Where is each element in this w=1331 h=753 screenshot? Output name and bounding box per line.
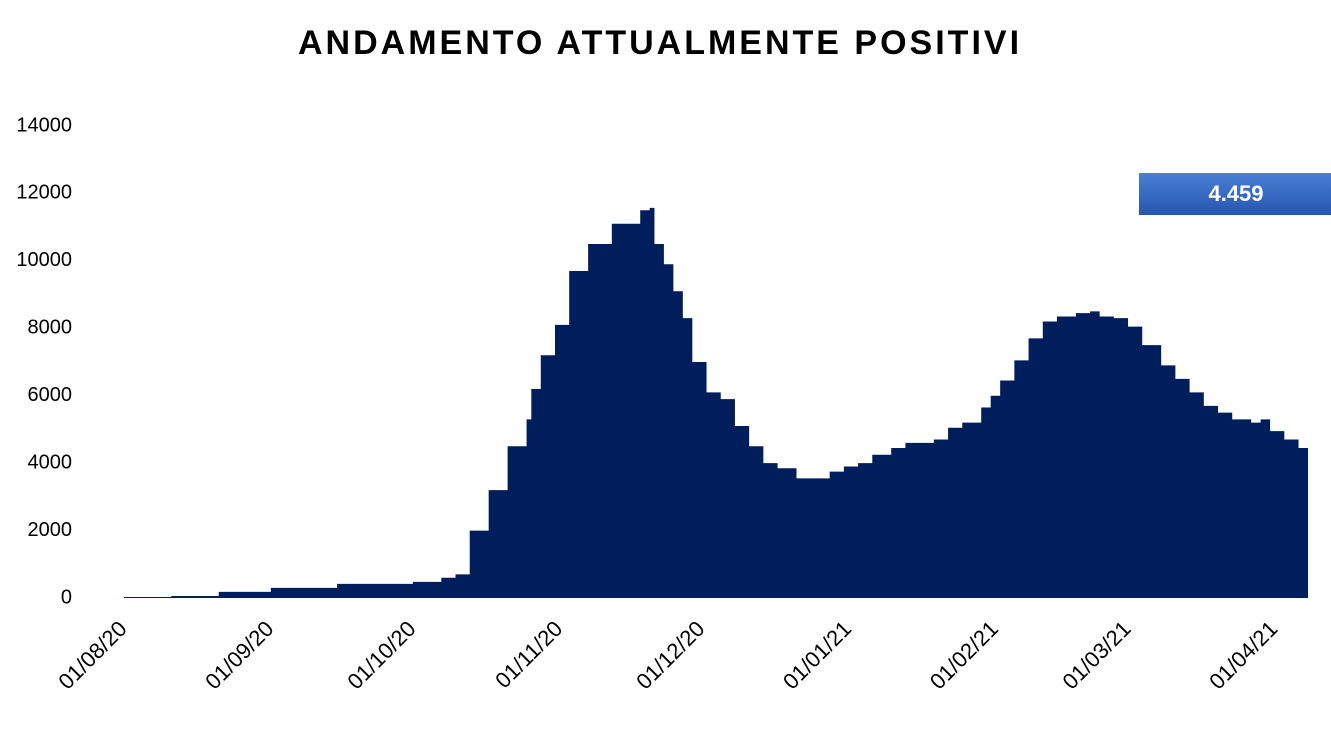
y-tick-label: 10000 — [16, 249, 72, 271]
x-tick-label: 01/02/21 — [925, 616, 1003, 694]
x-tick-label: 01/01/21 — [778, 616, 856, 694]
y-tick-label: 0 — [61, 586, 72, 608]
x-tick-label: 01/11/20 — [490, 616, 567, 693]
x-tick-label: 01/08/20 — [53, 616, 131, 694]
x-tick-label: 01/04/21 — [1204, 616, 1282, 694]
value-badge — [1139, 173, 1331, 215]
y-tick-label: 14000 — [16, 114, 72, 136]
y-tick-label: 6000 — [28, 384, 73, 406]
y-tick-label: 12000 — [16, 182, 72, 204]
area — [124, 207, 1308, 598]
y-tick-label: 2000 — [28, 519, 73, 541]
x-tick-label: 01/03/21 — [1057, 616, 1135, 694]
x-tick-label: 01/09/20 — [200, 616, 278, 694]
chart-title: ANDAMENTO ATTUALMENTE POSITIVI — [298, 24, 1022, 62]
y-tick-label: 8000 — [28, 317, 73, 339]
x-tick-label: 01/12/20 — [631, 616, 709, 694]
value-label: 4.459 — [1208, 181, 1263, 206]
y-tick-label: 4000 — [28, 451, 73, 473]
x-tick-label: 01/10/20 — [342, 616, 420, 694]
